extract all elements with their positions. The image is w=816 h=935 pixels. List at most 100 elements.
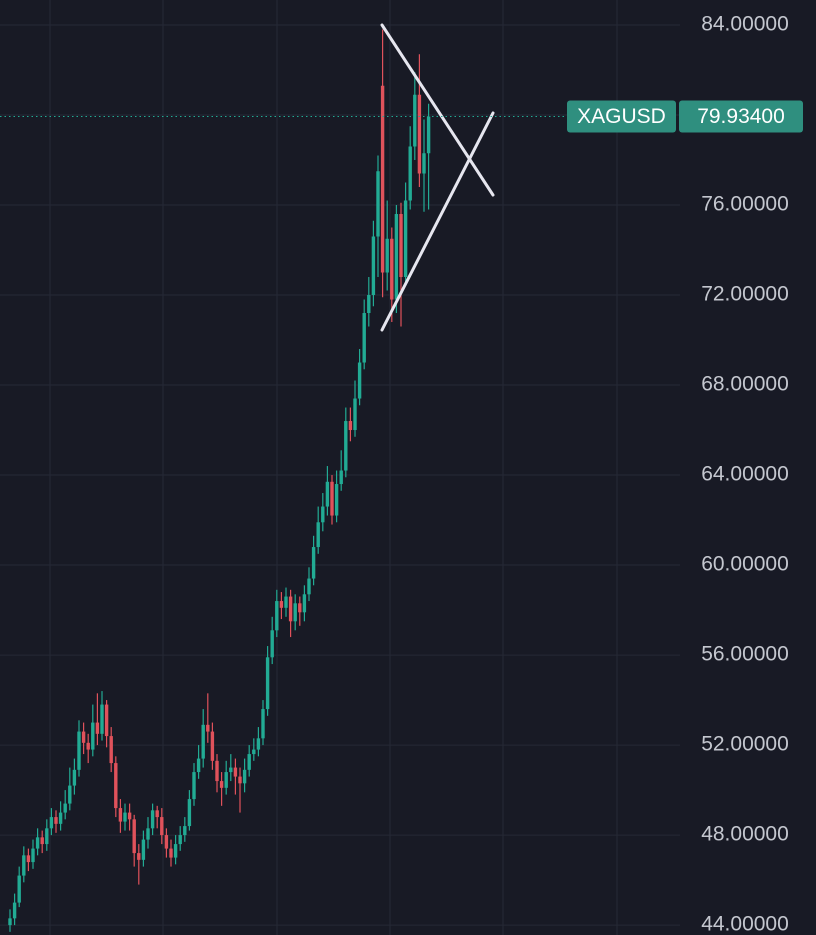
candle-body xyxy=(302,594,307,613)
candle-body xyxy=(104,704,109,737)
candle-body xyxy=(261,709,265,739)
candle-body xyxy=(183,826,187,836)
candle-body xyxy=(242,769,247,784)
candle-body xyxy=(160,817,164,836)
candle-body xyxy=(288,596,293,622)
y-tick-label: 48.00000 xyxy=(701,823,789,846)
candle-body xyxy=(150,810,155,829)
candle-body xyxy=(417,94,422,174)
candle-body xyxy=(141,839,146,860)
candle-body xyxy=(316,522,320,548)
candle-body xyxy=(81,731,86,743)
y-tick-label: 56.00000 xyxy=(701,643,789,666)
candle-body xyxy=(206,724,210,732)
candle-body xyxy=(233,767,238,777)
candle-body xyxy=(348,421,353,431)
trend-line xyxy=(380,111,495,332)
symbol-label: XAGUSD xyxy=(577,105,666,128)
candle-body xyxy=(26,855,31,863)
candle-body xyxy=(72,769,77,786)
candle-body xyxy=(192,772,196,800)
candle-body xyxy=(178,835,182,845)
candle-body xyxy=(187,799,192,827)
candle-body xyxy=(367,295,371,314)
candle-body xyxy=(173,844,178,858)
candle-body xyxy=(109,736,113,764)
candle-body xyxy=(169,848,173,858)
y-tick-label: 72.00000 xyxy=(701,283,789,306)
y-tick-label: 76.00000 xyxy=(701,193,789,216)
candle-body xyxy=(219,781,224,788)
candle-body xyxy=(114,763,118,809)
y-tick-label: 84.00000 xyxy=(701,13,789,36)
trend-line xyxy=(380,23,495,197)
candle-body xyxy=(201,724,205,759)
candle-body xyxy=(155,810,159,818)
candle-body xyxy=(118,808,123,822)
candle-body xyxy=(95,722,100,734)
candle-body xyxy=(270,630,274,658)
candle-body xyxy=(210,731,215,761)
candle-body xyxy=(77,731,81,770)
price-badge xyxy=(679,100,803,133)
candle-body xyxy=(403,200,408,278)
y-tick-label: 52.00000 xyxy=(701,733,789,756)
candle-body xyxy=(49,817,54,829)
candle-body xyxy=(54,817,58,824)
candle-body xyxy=(357,362,362,399)
candle-body xyxy=(137,853,141,860)
candle-body xyxy=(31,848,35,863)
candle-body xyxy=(146,828,150,840)
candle-body xyxy=(385,238,389,273)
candle-body xyxy=(196,758,201,773)
y-tick-label: 44.00000 xyxy=(701,913,789,935)
candle-body xyxy=(422,153,426,174)
candle-body xyxy=(344,421,348,471)
candle-body xyxy=(334,484,339,516)
candle-body xyxy=(325,481,330,507)
candle-body xyxy=(8,918,12,926)
candle-body xyxy=(238,776,242,784)
y-tick-label: 68.00000 xyxy=(701,373,789,396)
y-tick-label: 64.00000 xyxy=(701,463,789,486)
candle-body xyxy=(380,85,385,273)
candle-body xyxy=(279,601,284,608)
candle-body xyxy=(408,146,412,201)
candle-body xyxy=(330,481,334,516)
candle-body xyxy=(307,578,311,595)
candle-body xyxy=(390,238,394,300)
candle-body xyxy=(68,785,72,804)
candle-body xyxy=(132,819,136,854)
candle-body xyxy=(164,835,169,849)
time-grid xyxy=(49,0,618,935)
candle-body xyxy=(247,754,251,770)
candle-body xyxy=(426,116,431,154)
candle-body xyxy=(353,398,357,431)
candle-body xyxy=(293,603,297,622)
candle-body xyxy=(311,547,316,579)
candle-body xyxy=(58,812,63,824)
candle-body xyxy=(362,313,366,363)
candle-body xyxy=(321,506,325,523)
candle-body xyxy=(40,837,44,845)
candle-body xyxy=(17,875,21,903)
candle-body xyxy=(339,470,343,485)
candle-body xyxy=(394,214,399,300)
candle-body xyxy=(399,214,403,278)
candle-body xyxy=(127,812,132,820)
candle-body xyxy=(275,601,279,631)
candle-body xyxy=(215,760,219,782)
candle-body xyxy=(12,902,17,919)
candle-body xyxy=(229,767,233,773)
candle-body xyxy=(22,855,26,876)
candle-body xyxy=(100,704,104,734)
candle-body xyxy=(265,657,270,710)
candle-body xyxy=(298,603,302,613)
candle-body xyxy=(413,94,417,147)
candle-body xyxy=(35,837,40,849)
candle-body xyxy=(252,749,256,755)
candle-body xyxy=(123,812,127,822)
